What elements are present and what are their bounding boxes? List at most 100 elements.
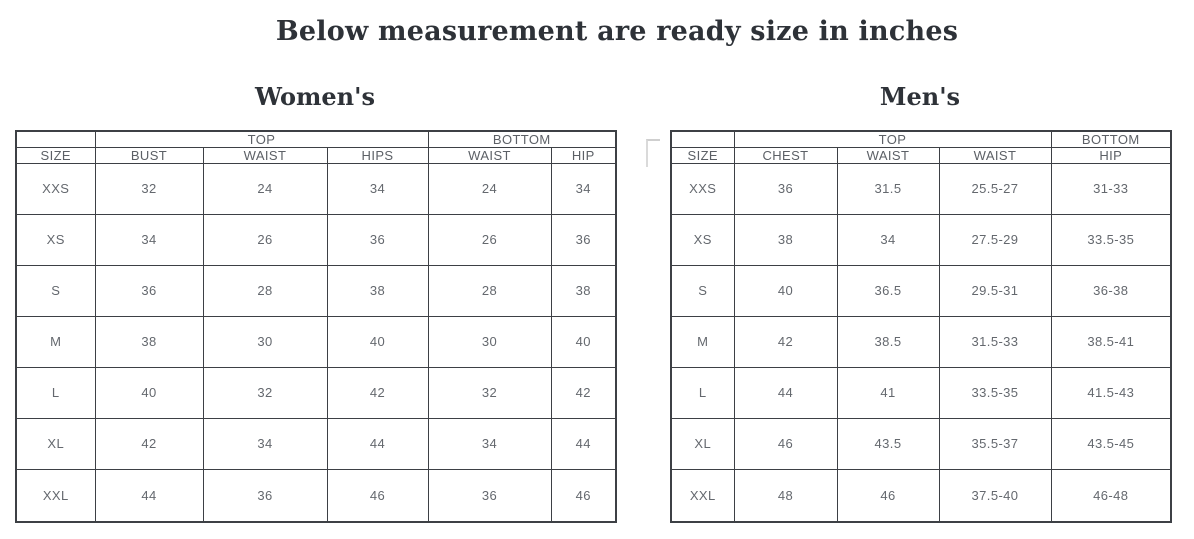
size-row-xxs: XXS 32 24 34 24 34 [15, 163, 617, 215]
measurement-cell: 34 [550, 163, 617, 215]
size-label: M [670, 315, 735, 368]
measurement-cell: 38.5 [836, 315, 940, 368]
measurement-cell: 46 [550, 468, 617, 523]
measurement-cell: 42 [733, 315, 838, 368]
column-header-bust: BUST [94, 147, 204, 164]
size-label: XS [15, 213, 96, 266]
column-header-row: SIZE CHEST WAIST WAIST HIP [670, 147, 1172, 164]
column-header-hips: HIPS [326, 147, 429, 164]
measurement-cell: 31.5 [836, 163, 940, 215]
measurement-cell: 28 [202, 264, 328, 317]
measurement-cell: 40 [94, 366, 204, 419]
column-header-waist: WAIST [202, 147, 328, 164]
group-header-row: TOP BOTTOM [15, 130, 617, 148]
measurement-cell: 40 [733, 264, 838, 317]
column-header-chest: CHEST [733, 147, 838, 164]
column-header-waist: WAIST [938, 147, 1052, 164]
size-row-xs: XS 34 26 36 26 36 [15, 213, 617, 266]
measurement-cell: 42 [94, 417, 204, 470]
size-label: XS [670, 213, 735, 266]
measurement-cell: 44 [550, 417, 617, 470]
measurement-cell: 24 [202, 163, 328, 215]
measurement-cell: 27.5-29 [938, 213, 1052, 266]
measurement-cell: 38 [733, 213, 838, 266]
column-header-waist: WAIST [427, 147, 552, 164]
size-row-xl: XL 42 34 44 34 44 [15, 417, 617, 470]
stray-screenshot-mark [646, 139, 660, 167]
measurement-cell: 33.5-35 [938, 366, 1052, 419]
measurement-cell: 31.5-33 [938, 315, 1052, 368]
measurement-cell: 46 [836, 468, 940, 523]
measurement-cell: 42 [550, 366, 617, 419]
measurement-cell: 38 [550, 264, 617, 317]
measurement-cell: 26 [427, 213, 552, 266]
measurement-cell: 44 [94, 468, 204, 523]
measurement-cell: 43.5 [836, 417, 940, 470]
group-header-bottom: BOTTOM [427, 130, 617, 148]
measurement-cell: 41 [836, 366, 940, 419]
measurement-cell: 35.5-37 [938, 417, 1052, 470]
measurement-cell: 32 [202, 366, 328, 419]
size-row-s: S 40 36.5 29.5-31 36-38 [670, 264, 1172, 317]
size-row-s: S 36 28 38 28 38 [15, 264, 617, 317]
measurement-cell: 26 [202, 213, 328, 266]
group-header-row: TOP BOTTOM [670, 130, 1172, 148]
group-header-bottom: BOTTOM [1050, 130, 1172, 148]
measurement-cell: 40 [326, 315, 429, 368]
measurement-cell: 43.5-45 [1050, 417, 1172, 470]
size-row-l: L 40 32 42 32 42 [15, 366, 617, 419]
size-label: XXS [15, 163, 96, 215]
measurement-cell: 36 [733, 163, 838, 215]
size-label: L [670, 366, 735, 419]
measurement-cell: 48 [733, 468, 838, 523]
measurement-cell: 32 [94, 163, 204, 215]
measurement-cell: 34 [427, 417, 552, 470]
measurement-cell: 40 [550, 315, 617, 368]
size-row-l: L 44 41 33.5-35 41.5-43 [670, 366, 1172, 419]
measurement-cell: 31-33 [1050, 163, 1172, 215]
measurement-cell: 36 [326, 213, 429, 266]
column-header-size: SIZE [670, 147, 735, 164]
measurement-cell: 30 [427, 315, 552, 368]
womens-heading: Women's [255, 82, 375, 111]
size-label: S [670, 264, 735, 317]
measurement-cell: 38 [94, 315, 204, 368]
size-row-xl: XL 46 43.5 35.5-37 43.5-45 [670, 417, 1172, 470]
measurement-cell: 34 [202, 417, 328, 470]
size-label: M [15, 315, 96, 368]
size-label: XXL [15, 468, 96, 523]
corner-cell [670, 130, 735, 148]
measurement-cell: 44 [733, 366, 838, 419]
group-header-top: TOP [733, 130, 1052, 148]
size-row-m: M 42 38.5 31.5-33 38.5-41 [670, 315, 1172, 368]
corner-cell [15, 130, 96, 148]
measurement-cell: 28 [427, 264, 552, 317]
group-header-top: TOP [94, 130, 429, 148]
measurement-cell: 46 [326, 468, 429, 523]
measurement-cell: 38.5-41 [1050, 315, 1172, 368]
measurement-cell: 36 [94, 264, 204, 317]
size-label: XXL [670, 468, 735, 523]
measurement-cell: 34 [836, 213, 940, 266]
measurement-cell: 37.5-40 [938, 468, 1052, 523]
column-header-hip: HIP [550, 147, 617, 164]
size-label: L [15, 366, 96, 419]
measurement-cell: 34 [326, 163, 429, 215]
column-header-size: SIZE [15, 147, 96, 164]
size-row-xs: XS 38 34 27.5-29 33.5-35 [670, 213, 1172, 266]
size-row-xxl: XXL 48 46 37.5-40 46-48 [670, 468, 1172, 523]
page-title: Below measurement are ready size in inch… [275, 16, 959, 47]
size-label: XL [15, 417, 96, 470]
size-row-m: M 38 30 40 30 40 [15, 315, 617, 368]
measurement-cell: 46-48 [1050, 468, 1172, 523]
measurement-cell: 46 [733, 417, 838, 470]
measurement-cell: 42 [326, 366, 429, 419]
measurement-cell: 36.5 [836, 264, 940, 317]
size-row-xxs: XXS 36 31.5 25.5-27 31-33 [670, 163, 1172, 215]
measurement-cell: 38 [326, 264, 429, 317]
measurement-cell: 36 [550, 213, 617, 266]
measurement-cell: 36 [202, 468, 328, 523]
size-label: S [15, 264, 96, 317]
column-header-hip: HIP [1050, 147, 1172, 164]
mens-size-table: TOP BOTTOM SIZE CHEST WAIST WAIST HIP XXS 36 31.5… [670, 130, 1173, 523]
